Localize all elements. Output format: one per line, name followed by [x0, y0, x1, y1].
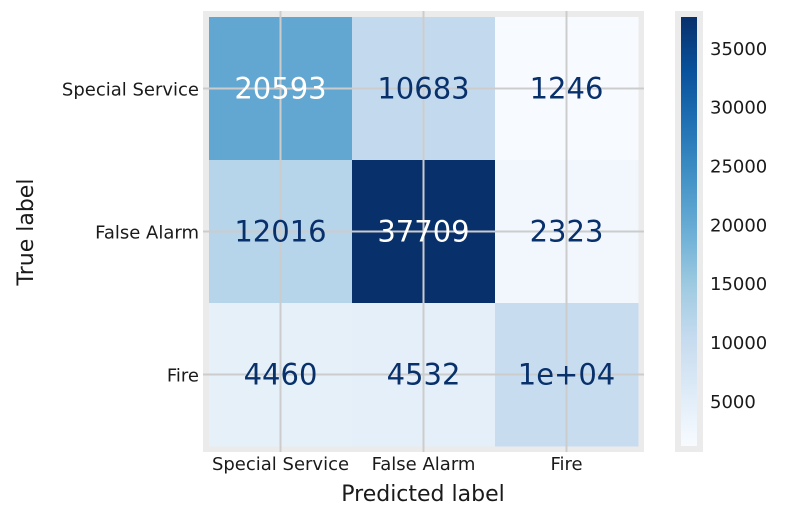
- x-axis-title: Predicted label: [341, 482, 504, 507]
- colorbar-tick-labels: 5000 10000 15000 20000 25000 30000 35000: [710, 39, 767, 413]
- grid-lines: [203, 11, 644, 452]
- cell-value-label: 2323: [530, 215, 604, 249]
- y-axis-title: True label: [14, 179, 39, 287]
- y-tick-label: Fire: [167, 366, 199, 387]
- cell-value-label: 20593: [234, 72, 326, 106]
- colorbar-tick-label: 30000: [710, 98, 767, 119]
- y-tick-label: False Alarm: [95, 223, 199, 244]
- x-tick-label: Fire: [550, 454, 582, 475]
- x-tick-label: Special Service: [212, 454, 349, 475]
- cell-value-label: 4460: [244, 358, 318, 392]
- x-tick-label: False Alarm: [372, 454, 476, 475]
- colorbar-tick-label: 20000: [710, 215, 767, 236]
- y-tick-labels: Special Service False Alarm Fire: [62, 80, 199, 387]
- cell-value-label: 1e+04: [518, 358, 616, 392]
- x-tick-labels: Special Service False Alarm Fire: [212, 454, 583, 475]
- colorbar-tick-label: 15000: [710, 274, 767, 295]
- colorbar: 5000 10000 15000 20000 25000 30000 35000: [675, 11, 767, 452]
- colorbar-tick-label: 5000: [710, 392, 756, 413]
- colorbar-gradient: [681, 17, 697, 446]
- cell-value-labels: 20593 10683 1246 12016 37709 2323 4460 4532 1e+0…: [234, 72, 615, 392]
- cell-value-label: 1246: [530, 72, 604, 106]
- y-tick-label: Special Service: [62, 80, 199, 101]
- cell-value-label: 12016: [234, 215, 326, 249]
- cell-value-label: 10683: [377, 72, 469, 106]
- cell-value-label: 4532: [387, 358, 461, 392]
- colorbar-tick-label: 10000: [710, 333, 767, 354]
- cell-value-label: 37709: [377, 215, 469, 249]
- colorbar-tick-label: 25000: [710, 157, 767, 178]
- colorbar-tick-label: 35000: [710, 39, 767, 60]
